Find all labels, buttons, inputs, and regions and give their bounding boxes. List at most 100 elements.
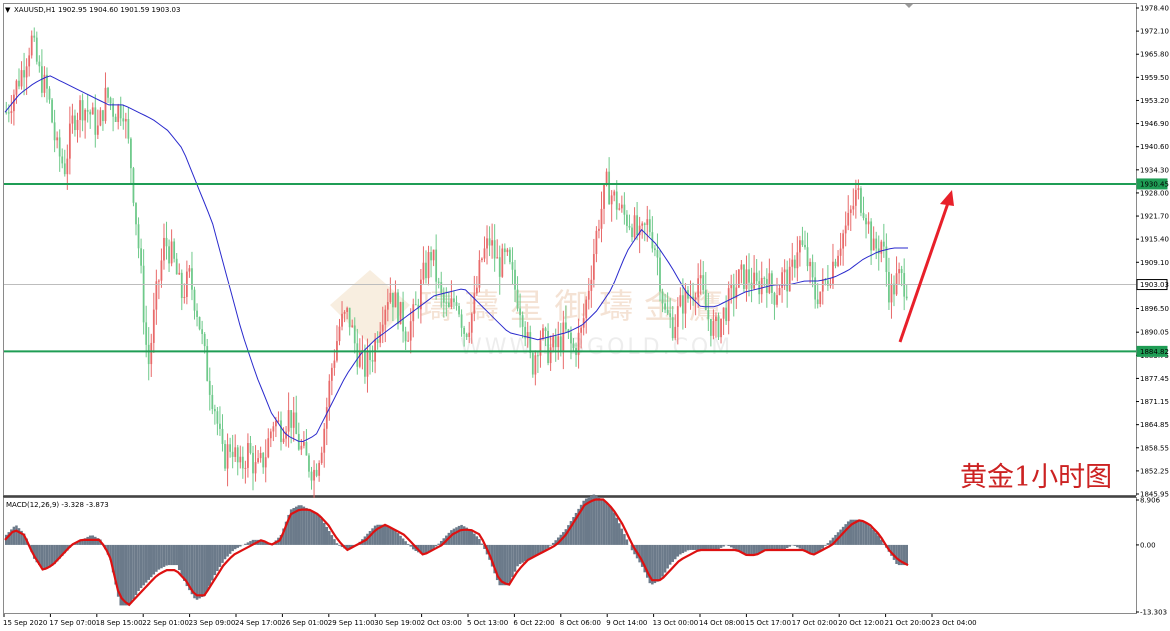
candle-body [679, 295, 682, 307]
candle-body [297, 433, 300, 450]
time-axis[interactable]: 15 Sep 2020 17 Sep 07:00 18 Sep 15:00 22 Se… [3, 614, 977, 627]
candle-body [753, 272, 755, 289]
candle-body [783, 269, 786, 273]
candle-body [341, 313, 343, 327]
candle-body [343, 311, 346, 314]
candle-body [692, 296, 694, 300]
candle-body [119, 105, 122, 119]
candle-body [885, 246, 888, 273]
candle-body [175, 258, 178, 275]
candle-body [234, 447, 237, 457]
caption-text: 黄金1小时图 [960, 462, 1112, 493]
candle-body [287, 410, 290, 432]
dropdown-triangle-icon[interactable]: ▼ [5, 6, 11, 14]
candle-body [173, 241, 176, 259]
candle-body [211, 394, 214, 410]
candle-body [562, 322, 565, 352]
macd-layer: 8.906 0.00 -13.303 [4, 494, 1167, 617]
candle-body [598, 228, 600, 231]
candle-body [524, 326, 527, 339]
y-tick-label: 1877.45 [1140, 375, 1169, 383]
x-tick-label: 24 Sep 17:00 [235, 619, 282, 627]
y-tick-label: 1921.70 [1140, 213, 1169, 221]
candle-body [160, 260, 163, 281]
candle-body [315, 469, 318, 476]
y-tick-label: 1852.25 [1140, 467, 1169, 475]
candle-body [389, 292, 392, 303]
candle-body [880, 241, 883, 254]
candle-body [145, 322, 148, 345]
candle-body [15, 80, 18, 95]
candle-body [68, 123, 71, 159]
candle-body [10, 111, 13, 114]
scroll-marker-icon[interactable] [905, 4, 913, 8]
candle-body [425, 262, 427, 279]
candle-body [814, 277, 817, 300]
candle-body [826, 280, 829, 286]
candle-body [348, 307, 351, 328]
candle-body [865, 218, 867, 225]
candle-body [641, 223, 644, 226]
macd-y-tick-label: 0.00 [1140, 541, 1156, 549]
candle-body [23, 70, 25, 78]
candle-body [567, 329, 570, 333]
price-tag [1136, 345, 1168, 357]
candle-body [509, 249, 511, 263]
y-tick-label: 1959.50 [1140, 74, 1169, 82]
candle-body [224, 443, 226, 469]
candle-body [193, 289, 196, 311]
candle-body [295, 412, 298, 434]
candle-body [572, 343, 575, 349]
candle-body [834, 261, 837, 267]
y-tick-label: 1940.60 [1140, 143, 1169, 151]
candle-body [877, 248, 880, 254]
up-arrow-annotation [898, 190, 954, 343]
candle-body [183, 296, 186, 298]
candle-body [132, 168, 135, 203]
candle-body [486, 238, 488, 249]
candle-body [852, 205, 855, 210]
candle-body [206, 346, 209, 381]
price-axis[interactable]: 1978.40 1972.10 1965.80 1959.50 1953.20 1946.… [1136, 5, 1169, 499]
x-tick-label: 14 Oct 08:00 [699, 619, 745, 627]
candle-body [905, 296, 908, 299]
candle-body [353, 325, 356, 344]
candle-body [135, 202, 137, 225]
candle-body [155, 281, 158, 310]
candle-body [435, 249, 438, 282]
candle-body [219, 423, 221, 429]
candle-body [549, 347, 552, 364]
candle-body [656, 250, 659, 258]
candle-body [399, 302, 402, 325]
x-tick-label: 23 Sep 09:00 [189, 619, 236, 627]
y-tick-label: 1858.55 [1140, 444, 1169, 452]
candle-body [412, 304, 415, 322]
candle-body [521, 315, 524, 327]
candle-body [338, 326, 341, 342]
candle-body [114, 116, 117, 123]
candle-body [247, 443, 249, 468]
candle-body [681, 295, 684, 314]
candle-body [608, 171, 611, 205]
candle-body [43, 74, 46, 93]
candle-body [506, 249, 509, 253]
y-tick-label: 1864.85 [1140, 421, 1169, 429]
watermark-url: WWW.BIBGOLD.COM [460, 335, 733, 360]
candle-body [430, 252, 432, 261]
candle-body [13, 94, 15, 112]
candle-body [610, 195, 613, 205]
candles-layer [5, 27, 908, 498]
levels-layer [4, 182, 1136, 353]
candle-body [870, 221, 873, 251]
candle-body [534, 355, 537, 375]
candle-body [178, 272, 181, 275]
candle-body [776, 295, 778, 305]
candle-body [290, 410, 293, 428]
candle-body [450, 298, 453, 307]
candle-body [890, 283, 893, 303]
candle-body [264, 457, 267, 468]
x-tick-label: 30 Sep 19:00 [374, 619, 421, 627]
candle-body [793, 259, 796, 269]
candle-body [74, 115, 76, 131]
